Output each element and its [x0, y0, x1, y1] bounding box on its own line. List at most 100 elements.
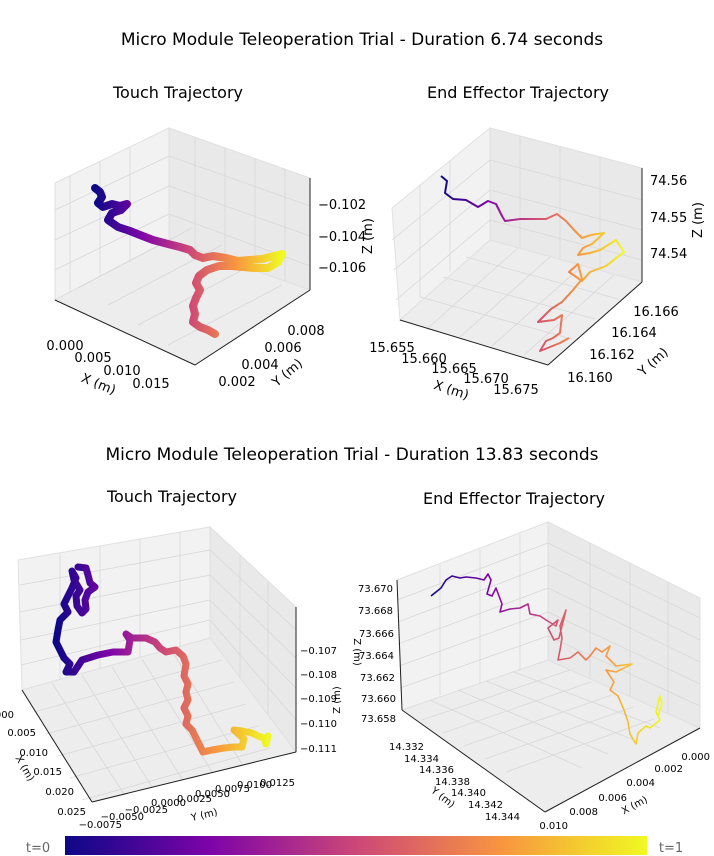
- x-tick: 0.025: [57, 807, 86, 818]
- z-tick: 74.55: [650, 211, 687, 226]
- z-axis-label: Z (m): [361, 218, 376, 254]
- grid-lines: [19, 532, 297, 801]
- panel-title: Touch Trajectory: [106, 487, 237, 506]
- x-tick: 15.655: [369, 341, 415, 356]
- z-tick: −0.111: [300, 744, 337, 755]
- x-tick: 15.660: [401, 352, 447, 367]
- z-tick: 73.658: [361, 714, 396, 725]
- y-tick: 14.338: [435, 777, 470, 788]
- x-tick: 0.010: [103, 364, 140, 379]
- y-tick: −0.0075: [79, 820, 122, 831]
- z-tick: −0.108: [300, 670, 337, 681]
- z-tick: 73.670: [358, 584, 393, 595]
- x-tick: 15.675: [493, 383, 539, 398]
- x-tick: 15.670: [463, 372, 509, 387]
- x-axis-line: [21, 689, 93, 803]
- z-tick: 74.54: [650, 247, 687, 262]
- x-axis-line: [399, 319, 549, 366]
- z-tick: 73.668: [358, 606, 393, 617]
- x-tick: 0.000: [0, 710, 14, 721]
- panel-effector-2: End Effector Trajectory 0.000 0.002 0.00…: [351, 489, 710, 832]
- x-axis-line: [544, 727, 701, 813]
- panel-touch-2: Touch Trajectory 0.000 0.005 0.010 0.015…: [0, 487, 343, 831]
- x-tick: 0.005: [74, 351, 111, 366]
- y-tick: 0.0025: [177, 794, 212, 805]
- x-axis-line: [54, 299, 196, 366]
- suptitle-1: Micro Module Teleoperation Trial - Durat…: [121, 30, 603, 50]
- z-axis-label: Z (m): [351, 638, 362, 666]
- y-axis-line: [547, 281, 643, 366]
- y-tick: 14.336: [419, 765, 454, 776]
- y-tick: 14.342: [468, 800, 503, 811]
- colorbar: t=0 t=1: [26, 836, 683, 856]
- trajectory: [91, 184, 286, 338]
- panel-touch-1: Touch Trajectory 0.000 0.005 0.010 0.015…: [46, 83, 376, 398]
- y-tick: 16.160: [567, 371, 613, 386]
- x-tick: 0.008: [569, 807, 598, 818]
- y-axis-label: Y (m): [189, 807, 219, 824]
- y-axis-label: Y (m): [635, 345, 672, 380]
- trajectory: [430, 573, 663, 745]
- panel-title: End Effector Trajectory: [427, 83, 609, 102]
- panel-title: Touch Trajectory: [112, 83, 243, 102]
- x-tick: 0.015: [33, 767, 62, 778]
- z-tick: 73.664: [359, 651, 394, 662]
- panel-title: End Effector Trajectory: [423, 489, 605, 508]
- y-tick: −0.0050: [101, 812, 144, 823]
- z-tick: −0.107: [300, 646, 337, 657]
- x-tick: 0.010: [19, 748, 48, 759]
- y-tick: 14.332: [389, 742, 424, 753]
- z-axis-label: Z (m): [332, 686, 343, 714]
- y-tick: 0.004: [241, 358, 278, 373]
- y-tick: 0.006: [264, 341, 301, 356]
- suptitle-2: Micro Module Teleoperation Trial - Durat…: [105, 445, 598, 465]
- x-tick: 0.006: [598, 793, 627, 804]
- y-tick: 0.008: [287, 324, 324, 339]
- z-tick: 74.56: [650, 174, 687, 189]
- y-axis-line: [194, 289, 311, 366]
- y-tick: 16.166: [633, 305, 679, 320]
- x-tick: 0.002: [654, 764, 683, 775]
- x-tick: 0.000: [681, 752, 710, 763]
- y-tick: 16.164: [611, 326, 657, 341]
- y-tick: 0.0125: [260, 778, 295, 789]
- z-tick: −0.102: [318, 198, 366, 213]
- y-tick: 14.334: [404, 754, 439, 765]
- z-tick: 73.666: [359, 629, 394, 640]
- y-tick: 0.0100: [237, 780, 272, 791]
- x-tick: 0.004: [626, 778, 655, 789]
- y-tick: 14.340: [451, 788, 486, 799]
- z-axis-label: Z (m): [691, 202, 706, 238]
- trajectory: [440, 175, 625, 352]
- y-tick: 0.0050: [195, 789, 230, 800]
- trajectory: [52, 563, 272, 756]
- panel-effector-1: End Effector Trajectory 15.655 15.660 15…: [369, 83, 706, 403]
- y-tick: 0.002: [218, 375, 255, 390]
- z-axis-line: [396, 579, 403, 711]
- grid-lines: [396, 534, 701, 773]
- z-tick: 73.660: [361, 694, 396, 705]
- x-tick: 0.010: [539, 821, 568, 832]
- x-tick: 0.020: [45, 787, 74, 798]
- grid-lines: [391, 136, 643, 356]
- z-tick: 73.662: [360, 673, 395, 684]
- y-tick: 16.162: [589, 348, 635, 363]
- y-tick: 0.0000: [151, 798, 186, 809]
- y-tick: −0.0025: [125, 805, 168, 816]
- x-tick: 15.665: [431, 362, 477, 377]
- y-axis-line: [401, 709, 546, 813]
- colorbar-end-label: t=1: [659, 841, 683, 856]
- colorbar-gradient: [65, 836, 647, 855]
- x-tick: 0.000: [46, 339, 83, 354]
- y-tick: 14.344: [485, 812, 520, 823]
- x-tick: 0.015: [132, 377, 169, 392]
- z-tick: −0.110: [300, 719, 337, 730]
- y-tick: 0.0075: [215, 784, 250, 795]
- z-tick: −0.106: [318, 261, 366, 276]
- z-tick: −0.104: [318, 230, 366, 245]
- colorbar-start-label: t=0: [26, 841, 50, 856]
- z-tick: −0.109: [300, 694, 337, 705]
- x-tick: 0.005: [7, 728, 36, 739]
- y-axis-line: [91, 751, 297, 803]
